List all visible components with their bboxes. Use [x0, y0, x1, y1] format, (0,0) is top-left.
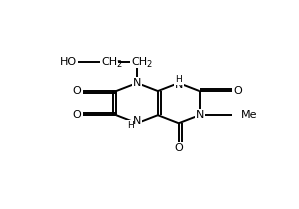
Text: 2: 2: [117, 60, 122, 69]
Text: O: O: [72, 110, 81, 120]
Text: N: N: [195, 110, 204, 120]
Text: H: H: [127, 121, 133, 130]
Text: HO: HO: [60, 57, 77, 67]
Text: O: O: [234, 86, 242, 96]
Text: 2: 2: [147, 60, 152, 69]
Text: O: O: [174, 143, 183, 153]
Text: O: O: [72, 86, 81, 96]
Text: N: N: [133, 78, 141, 88]
Text: Me: Me: [241, 110, 257, 120]
Text: CH: CH: [131, 57, 147, 67]
Text: N: N: [175, 80, 183, 90]
Text: N: N: [133, 116, 141, 126]
Text: H: H: [175, 75, 182, 84]
Text: CH: CH: [101, 57, 117, 67]
